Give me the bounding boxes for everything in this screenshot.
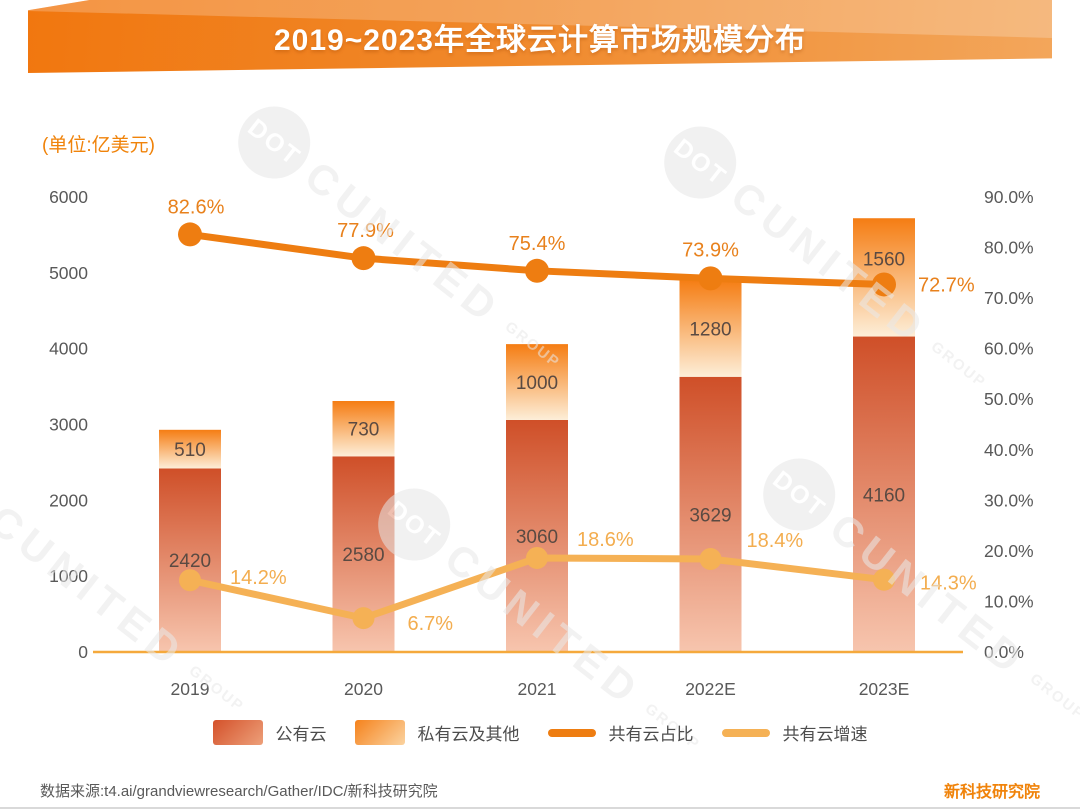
bar-value-label: 2420	[169, 551, 211, 572]
bar-segment-私有云及其他-2022E	[679, 279, 742, 377]
line-point-共有云增速	[699, 547, 722, 570]
x-axis-category-label: 2020	[344, 679, 383, 699]
line-value-label: 73.9%	[682, 239, 739, 261]
line-value-label: 14.3%	[920, 573, 977, 595]
right-axis-tick: 10.0%	[984, 591, 1034, 611]
bar-segment-公有云-2022E	[679, 376, 742, 652]
bar-value-label: 4160	[863, 485, 905, 506]
legend-swatch-private-cloud	[354, 720, 405, 745]
legend-label: 公有云	[275, 725, 327, 744]
line-value-label: 14.2%	[230, 567, 287, 589]
legend-swatch-growth-line	[721, 728, 770, 737]
right-axis-tick: 30.0%	[984, 490, 1034, 510]
left-axis-tick: 4000	[49, 339, 88, 359]
left-axis-tick: 6000	[49, 187, 88, 207]
bar-value-label: 3060	[516, 527, 558, 548]
bar-value-label: 730	[348, 420, 380, 441]
bar-segment-私有云及其他-2021	[506, 344, 568, 420]
bar-segment-私有云及其他-2020	[332, 400, 395, 457]
line-point-共有云占比	[872, 272, 896, 297]
right-axis-tick: 80.0%	[984, 238, 1034, 258]
x-axis-category-label: 2021	[518, 679, 557, 699]
unit-label: (单位:亿美元)	[42, 135, 155, 156]
x-axis-category-label: 2023E	[859, 679, 910, 699]
bar-value-label: 2580	[342, 545, 384, 566]
bottom-divider	[0, 807, 1080, 809]
bar-value-label: 1000	[516, 373, 558, 394]
brand-name: 新科技研究院	[943, 784, 1040, 801]
left-axis-tick: 3000	[49, 415, 88, 435]
left-axis-tick: 2000	[49, 490, 88, 510]
legend-label: 共有云占比	[608, 725, 694, 744]
data-source-text: 数据来源:t4.ai/grandviewresearch/Gather/IDC/…	[40, 783, 438, 800]
line-point-共有云占比	[525, 258, 549, 283]
left-axis-tick: 1000	[49, 566, 88, 586]
legend-swatch-share-line	[547, 728, 596, 737]
legend-item-public-cloud: 公有云	[212, 720, 327, 745]
line-value-label: 18.6%	[577, 529, 634, 551]
line-point-共有云占比	[178, 222, 202, 247]
title-banner: 2019~2023年全球云计算市场规模分布	[28, 0, 1052, 73]
line-value-label: 6.7%	[408, 613, 454, 635]
line-value-label: 77.9%	[337, 220, 394, 242]
right-axis-tick: 60.0%	[984, 339, 1034, 359]
right-axis-tick: 70.0%	[984, 288, 1034, 308]
line-value-label: 72.7%	[918, 274, 975, 296]
legend-item-private-cloud: 私有云及其他	[354, 720, 520, 745]
right-axis-tick: 20.0%	[984, 541, 1034, 561]
right-axis-tick: 0.0%	[984, 642, 1024, 662]
legend-label: 私有云及其他	[417, 725, 520, 744]
legend-item-share-line: 共有云占比	[547, 720, 694, 745]
left-axis-tick: 5000	[49, 263, 88, 283]
line-point-共有云占比	[351, 246, 376, 271]
page-title: 2019~2023年全球云计算市场规模分布	[274, 23, 806, 57]
line-value-label: 18.4%	[747, 530, 804, 552]
line-point-共有云增速	[352, 607, 375, 630]
bar-segment-私有云及其他-2019	[159, 429, 221, 469]
line-point-共有云占比	[698, 266, 723, 291]
right-axis-tick: 40.0%	[984, 440, 1034, 460]
bar-value-label: 3629	[689, 505, 731, 526]
bar-segment-公有云-2021	[506, 419, 568, 652]
right-axis-tick: 50.0%	[984, 389, 1034, 409]
line-point-共有云增速	[873, 568, 895, 591]
bar-value-label: 1560	[863, 249, 905, 270]
x-axis-category-label: 2019	[171, 679, 210, 699]
line-value-label: 75.4%	[509, 233, 566, 255]
right-axis-tick: 90.0%	[984, 187, 1034, 207]
bar-segment-公有云-2023E	[853, 336, 915, 652]
line-point-共有云增速	[179, 569, 201, 592]
legend-swatch-public-cloud	[212, 720, 263, 745]
legend-label: 共有云增速	[782, 725, 868, 744]
x-axis-category-label: 2022E	[685, 679, 736, 699]
bar-segment-公有云-2019	[159, 468, 221, 652]
line-point-共有云增速	[526, 546, 548, 569]
line-value-label: 82.6%	[168, 196, 225, 218]
bar-value-label: 510	[174, 440, 206, 461]
chart-legend: 公有云 私有云及其他 共有云占比 共有云增速	[0, 720, 1080, 745]
legend-item-growth-line: 共有云增速	[721, 720, 868, 745]
left-axis-tick: 0	[78, 642, 88, 662]
bar-value-label: 1280	[689, 319, 731, 340]
